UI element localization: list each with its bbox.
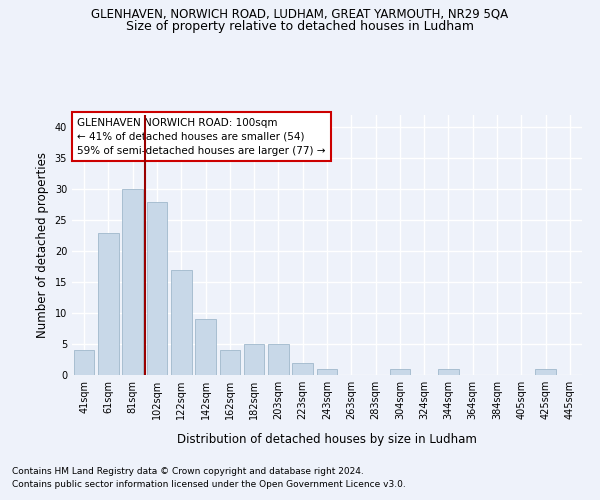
Bar <box>74 350 94 375</box>
Bar <box>195 320 216 375</box>
Text: GLENHAVEN, NORWICH ROAD, LUDHAM, GREAT YARMOUTH, NR29 5QA: GLENHAVEN, NORWICH ROAD, LUDHAM, GREAT Y… <box>91 8 509 20</box>
Text: Contains public sector information licensed under the Open Government Licence v3: Contains public sector information licen… <box>12 480 406 489</box>
Bar <box>438 369 459 375</box>
Bar <box>220 350 240 375</box>
Bar <box>98 232 119 375</box>
Bar <box>268 344 289 375</box>
Text: Distribution of detached houses by size in Ludham: Distribution of detached houses by size … <box>177 432 477 446</box>
Bar <box>171 270 191 375</box>
Bar <box>317 369 337 375</box>
Text: Size of property relative to detached houses in Ludham: Size of property relative to detached ho… <box>126 20 474 33</box>
Bar <box>122 190 143 375</box>
Bar <box>244 344 265 375</box>
Bar <box>292 362 313 375</box>
Text: GLENHAVEN NORWICH ROAD: 100sqm
← 41% of detached houses are smaller (54)
59% of : GLENHAVEN NORWICH ROAD: 100sqm ← 41% of … <box>77 118 326 156</box>
Bar <box>389 369 410 375</box>
Bar <box>535 369 556 375</box>
Text: Contains HM Land Registry data © Crown copyright and database right 2024.: Contains HM Land Registry data © Crown c… <box>12 468 364 476</box>
Bar <box>146 202 167 375</box>
Y-axis label: Number of detached properties: Number of detached properties <box>36 152 49 338</box>
